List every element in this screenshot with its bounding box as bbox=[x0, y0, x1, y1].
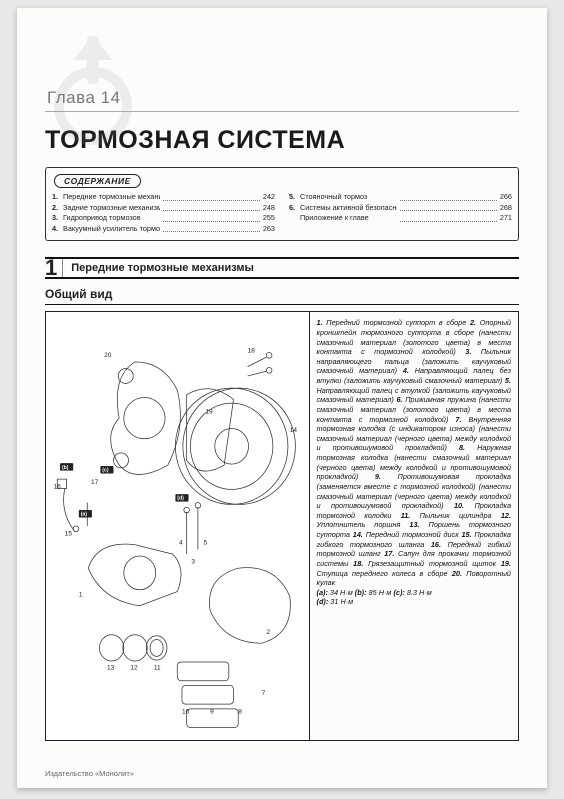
toc-item-label: Системы активной безопасности ABS/ESP bbox=[300, 203, 397, 214]
callout-number: 9 bbox=[210, 709, 214, 716]
callout-number: 5 bbox=[204, 540, 208, 547]
toc-item-page: 263 bbox=[263, 224, 275, 235]
toc-row: Приложение к главе 271 bbox=[289, 213, 512, 224]
toc-item-page: 248 bbox=[263, 203, 275, 214]
toc-item-number bbox=[289, 213, 300, 224]
callout-number: 18 bbox=[248, 348, 256, 355]
callout-number: 10 bbox=[182, 709, 190, 716]
page-title: ТОРМОЗНАЯ СИСТЕМА bbox=[45, 126, 519, 155]
toc-box: СОДЕРЖАНИЕ 1.Передние тормозные механизм… bbox=[45, 167, 519, 241]
callout-number: 16 bbox=[54, 484, 62, 491]
toc-left-column: 1.Передние тормозные механизмы2422.Задни… bbox=[52, 192, 275, 234]
callout-number: 8 bbox=[238, 709, 242, 716]
callout-number: 4 bbox=[179, 540, 183, 547]
toc-item-page: 242 bbox=[263, 192, 275, 203]
toc-item-label: Передние тормозные механизмы bbox=[63, 192, 160, 203]
figure-block: (a)(b)(c)(d) 123457891011121314151617181… bbox=[45, 311, 519, 741]
torque-tag: (a) bbox=[81, 512, 88, 518]
toc-item-number: 6. bbox=[289, 203, 300, 214]
figure-legend: 1. Передний тормозной суппорт в сборе 2.… bbox=[310, 312, 518, 740]
toc-item-label: Гидропривод тормозов bbox=[63, 213, 160, 224]
callout-number: 13 bbox=[107, 665, 115, 672]
callout-number: 7 bbox=[262, 690, 266, 697]
subsection-heading: Общий вид bbox=[45, 283, 519, 305]
toc-row: 4.Вакуумный усилитель тормозов 263 bbox=[52, 224, 275, 235]
callout-number: 1 bbox=[79, 592, 83, 599]
section-bar: 1 Передние тормозные механизмы bbox=[45, 257, 519, 279]
publisher-footer: Издательство «Монолит» bbox=[45, 769, 134, 778]
toc-item-number: 1. bbox=[52, 192, 63, 203]
toc-item-label: Приложение к главе bbox=[300, 213, 397, 224]
exploded-diagram: (a)(b)(c)(d) 123457891011121314151617181… bbox=[46, 312, 310, 740]
toc-item-page: 268 bbox=[500, 203, 512, 214]
toc-item-number: 2. bbox=[52, 203, 63, 214]
callout-number: 14 bbox=[290, 428, 298, 435]
callout-number: 2 bbox=[266, 629, 270, 636]
section-label: Передние тормозные механизмы bbox=[63, 259, 254, 277]
torque-tag: (d) bbox=[177, 496, 184, 502]
toc-item-number: 3. bbox=[52, 213, 63, 224]
torque-tag: (c) bbox=[102, 468, 109, 474]
callout-number: 3 bbox=[191, 559, 195, 566]
toc-row: 6.Системы активной безопасности ABS/ESP 2… bbox=[289, 203, 512, 214]
toc-item-number: 5. bbox=[289, 192, 300, 203]
page: Глава 14 ТОРМОЗНАЯ СИСТЕМА СОДЕРЖАНИЕ 1.… bbox=[17, 8, 547, 788]
toc-row: 5.Стояночный тормоз 266 bbox=[289, 192, 512, 203]
toc-item-page: 255 bbox=[263, 213, 275, 224]
toc-header: СОДЕРЖАНИЕ bbox=[54, 174, 141, 188]
toc-item-number: 4. bbox=[52, 224, 63, 235]
section-number: 1 bbox=[45, 259, 63, 277]
torque-tag: (b) bbox=[62, 465, 69, 471]
toc-item-label: Стояночный тормоз bbox=[300, 192, 397, 203]
callout-number: 17 bbox=[91, 479, 99, 486]
toc-row: 2.Задние тормозные механизмы 248 bbox=[52, 203, 275, 214]
toc-item-label: Вакуумный усилитель тормозов bbox=[63, 224, 160, 235]
callout-number: 15 bbox=[65, 531, 73, 538]
toc-row: 1.Передние тормозные механизмы 242 bbox=[52, 192, 275, 203]
toc-item-page: 271 bbox=[500, 213, 512, 224]
toc-item-page: 266 bbox=[500, 192, 512, 203]
callout-number: 11 bbox=[154, 665, 161, 672]
toc-right-column: 5.Стояночный тормоз2666.Системы активной… bbox=[289, 192, 512, 234]
toc-item-label: Задние тормозные механизмы bbox=[63, 203, 160, 214]
chapter-label: Глава 14 bbox=[45, 88, 519, 112]
callout-number: 12 bbox=[130, 665, 138, 672]
callout-number: 19 bbox=[205, 409, 213, 416]
callout-number: 20 bbox=[104, 353, 112, 360]
toc-row: 3.Гидропривод тормозов 255 bbox=[52, 213, 275, 224]
